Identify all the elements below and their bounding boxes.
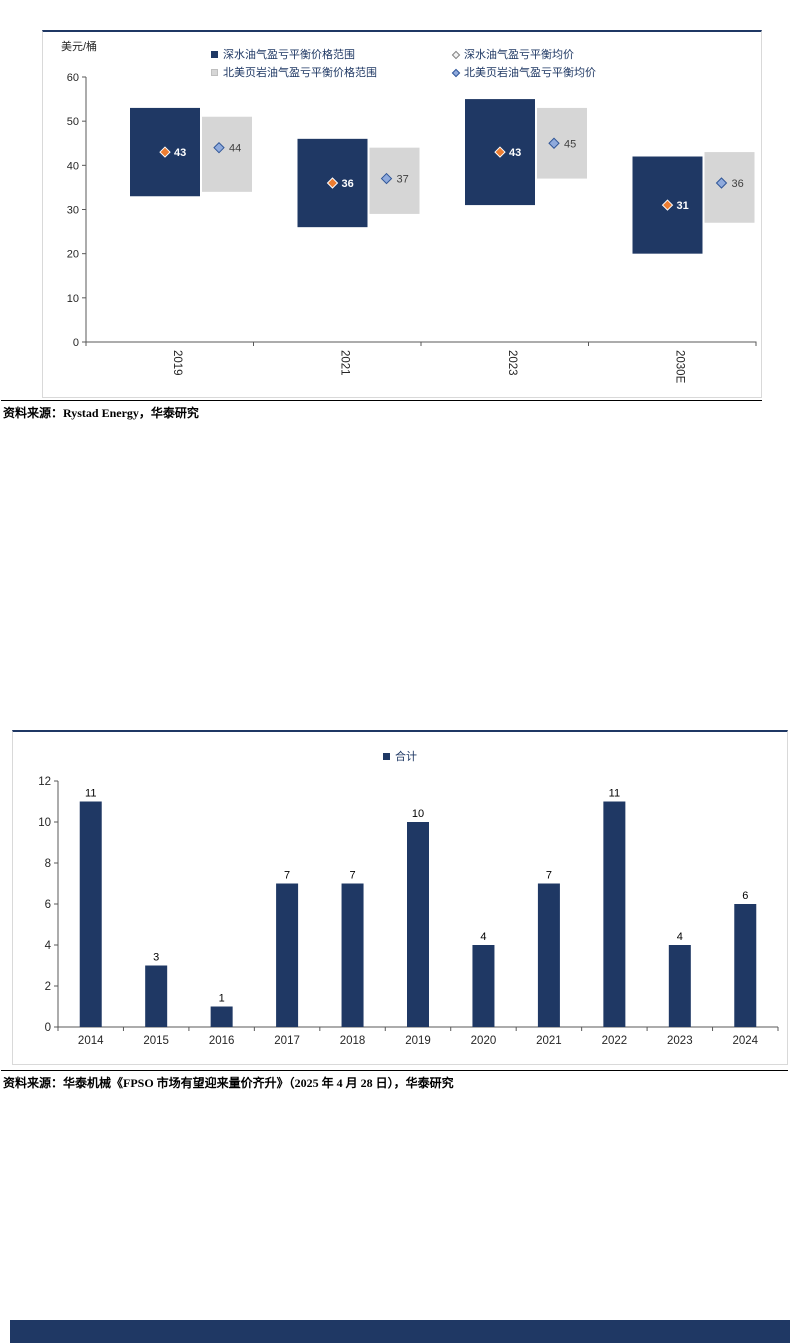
total-bar — [537, 883, 560, 1027]
breakeven-price-chart: 美元/桶 深水油气盈亏平衡价格范围 深水油气盈亏平衡均价北美页岩油气盈亏平衡价格范… — [42, 30, 762, 398]
total-bar — [79, 801, 102, 1027]
chart1-legend: 深水油气盈亏平衡价格范围 深水油气盈亏平衡均价北美页岩油气盈亏平衡价格范围 北美页岩… — [211, 48, 596, 81]
y-tick-label: 10 — [38, 817, 51, 829]
bar-value-label: 1 — [219, 993, 225, 1005]
legend-item: 深水油气盈亏平衡价格范围 — [211, 48, 453, 63]
x-category-label: 2022 — [602, 1035, 628, 1047]
x-category-label: 2014 — [78, 1035, 104, 1047]
x-category-label: 2021 — [536, 1035, 562, 1047]
x-category-label: 2030E — [673, 350, 685, 384]
bar-value-label: 7 — [284, 870, 290, 882]
shale-range-bar — [202, 116, 252, 192]
bar-value-label: 6 — [742, 890, 748, 902]
shale-average-marker-icon — [380, 172, 393, 185]
y-tick-label: 50 — [67, 116, 79, 128]
bar-value-label: 4 — [677, 931, 683, 943]
total-bar — [210, 1006, 233, 1027]
legend-label: 北美页岩油气盈亏平衡价格范围 — [223, 67, 377, 79]
y-tick-label: 40 — [67, 160, 79, 172]
shale-average-label: 44 — [229, 143, 241, 155]
deepwater-average-label: 31 — [677, 200, 689, 212]
y-tick-label: 0 — [73, 337, 79, 349]
legend-item: 合计 — [383, 751, 417, 763]
shale-average-marker-icon — [548, 137, 560, 149]
square-marker-icon — [211, 69, 218, 76]
deepwater-average-label: 43 — [174, 147, 186, 159]
total-bar — [734, 904, 757, 1027]
y-tick-label: 6 — [45, 899, 51, 911]
shale-average-label: 36 — [732, 178, 744, 190]
x-category-label: 2024 — [732, 1035, 758, 1047]
bar-value-label: 4 — [480, 931, 486, 943]
y-tick-label: 20 — [67, 249, 79, 261]
total-bar — [341, 883, 364, 1027]
bar-value-label: 11 — [609, 788, 620, 800]
deepwater-average-marker-icon — [326, 177, 339, 189]
x-category-label: 2018 — [340, 1035, 366, 1047]
deepwater-average-marker-icon — [494, 146, 506, 158]
y-tick-label: 60 — [67, 72, 79, 84]
bar-value-label: 7 — [349, 870, 355, 882]
fpso-count-chart: 合计 0 2 4 6 8 10 12 11 2014 3 2015 1 2016 7 2017 7 2018 10… — [12, 730, 788, 1065]
y-tick-label: 8 — [45, 858, 51, 870]
chart2-source-line: 资料来源：华泰机械《FPSO 市场有望迎来量价齐升》（2025 年 4 月 28… — [1, 1070, 788, 1091]
total-bar — [603, 801, 626, 1027]
chart2-plot: 0 2 4 6 8 10 12 11 2014 3 2015 1 2016 7 2017 7 2018 10 201… — [38, 776, 779, 1047]
shale-average-marker-icon — [213, 141, 225, 154]
shale-range-bar — [704, 152, 755, 223]
x-category-label: 2016 — [209, 1035, 235, 1047]
deepwater-average-label: 36 — [342, 178, 354, 190]
bar-value-label: 10 — [412, 808, 424, 820]
total-bar — [407, 822, 429, 1027]
x-category-label: 2023 — [506, 350, 518, 376]
y-tick-label: 2 — [45, 981, 51, 993]
bar-value-label: 7 — [546, 870, 552, 882]
deepwater-average-label: 43 — [509, 147, 521, 159]
x-category-label: 2019 — [171, 350, 183, 376]
y-tick-label: 0 — [45, 1022, 51, 1034]
legend-item: 北美页岩油气盈亏平衡均价 — [451, 66, 596, 81]
total-bar — [145, 965, 168, 1027]
x-category-label: 2015 — [143, 1035, 169, 1047]
y-tick-label: 12 — [38, 776, 51, 788]
legend-label: 合计 — [395, 751, 417, 763]
y-tick-label: 10 — [67, 293, 79, 305]
x-category-label: 2017 — [274, 1035, 300, 1047]
shale-range-bar — [537, 107, 587, 179]
deepwater-average-marker-icon — [159, 146, 171, 158]
shale-average-marker-icon — [715, 177, 728, 189]
chart1-plot: 0 10 20 30 40 50 60 43 44 2019 36 37 2021 43 45 2023 31 3… — [67, 72, 757, 384]
square-marker-icon — [383, 753, 390, 760]
legend-label: 深水油气盈亏平衡价格范围 — [223, 49, 355, 61]
x-category-label: 2023 — [667, 1035, 693, 1047]
y-axis-unit-label: 美元/桶 — [61, 41, 98, 53]
legend-item: 深水油气盈亏平衡均价 — [451, 48, 596, 63]
x-category-label: 2019 — [405, 1035, 431, 1047]
y-tick-label: 4 — [45, 940, 52, 952]
legend-label: 深水油气盈亏平衡均价 — [464, 49, 574, 61]
shale-average-label: 37 — [397, 174, 409, 186]
x-category-label: 2021 — [338, 350, 350, 376]
bar-value-label: 3 — [153, 952, 159, 964]
y-tick-label: 30 — [67, 205, 79, 217]
deepwater-average-marker-icon — [661, 199, 674, 211]
shale-average-label: 45 — [564, 138, 576, 150]
total-bar — [668, 945, 691, 1027]
legend-item: 北美页岩油气盈亏平衡价格范围 — [211, 66, 453, 81]
bar-value-label: 11 — [85, 788, 96, 800]
total-bar — [472, 945, 495, 1027]
chart2-legend: 合计 — [13, 748, 787, 764]
footer-band — [10, 1320, 790, 1343]
chart1-source-line: 资料来源：Rystad Energy，华泰研究 — [1, 400, 762, 421]
legend-label: 北美页岩油气盈亏平衡均价 — [464, 67, 596, 79]
total-bar — [276, 883, 299, 1027]
shale-range-bar — [369, 147, 420, 214]
x-category-label: 2020 — [471, 1035, 497, 1047]
square-marker-icon — [211, 51, 218, 58]
